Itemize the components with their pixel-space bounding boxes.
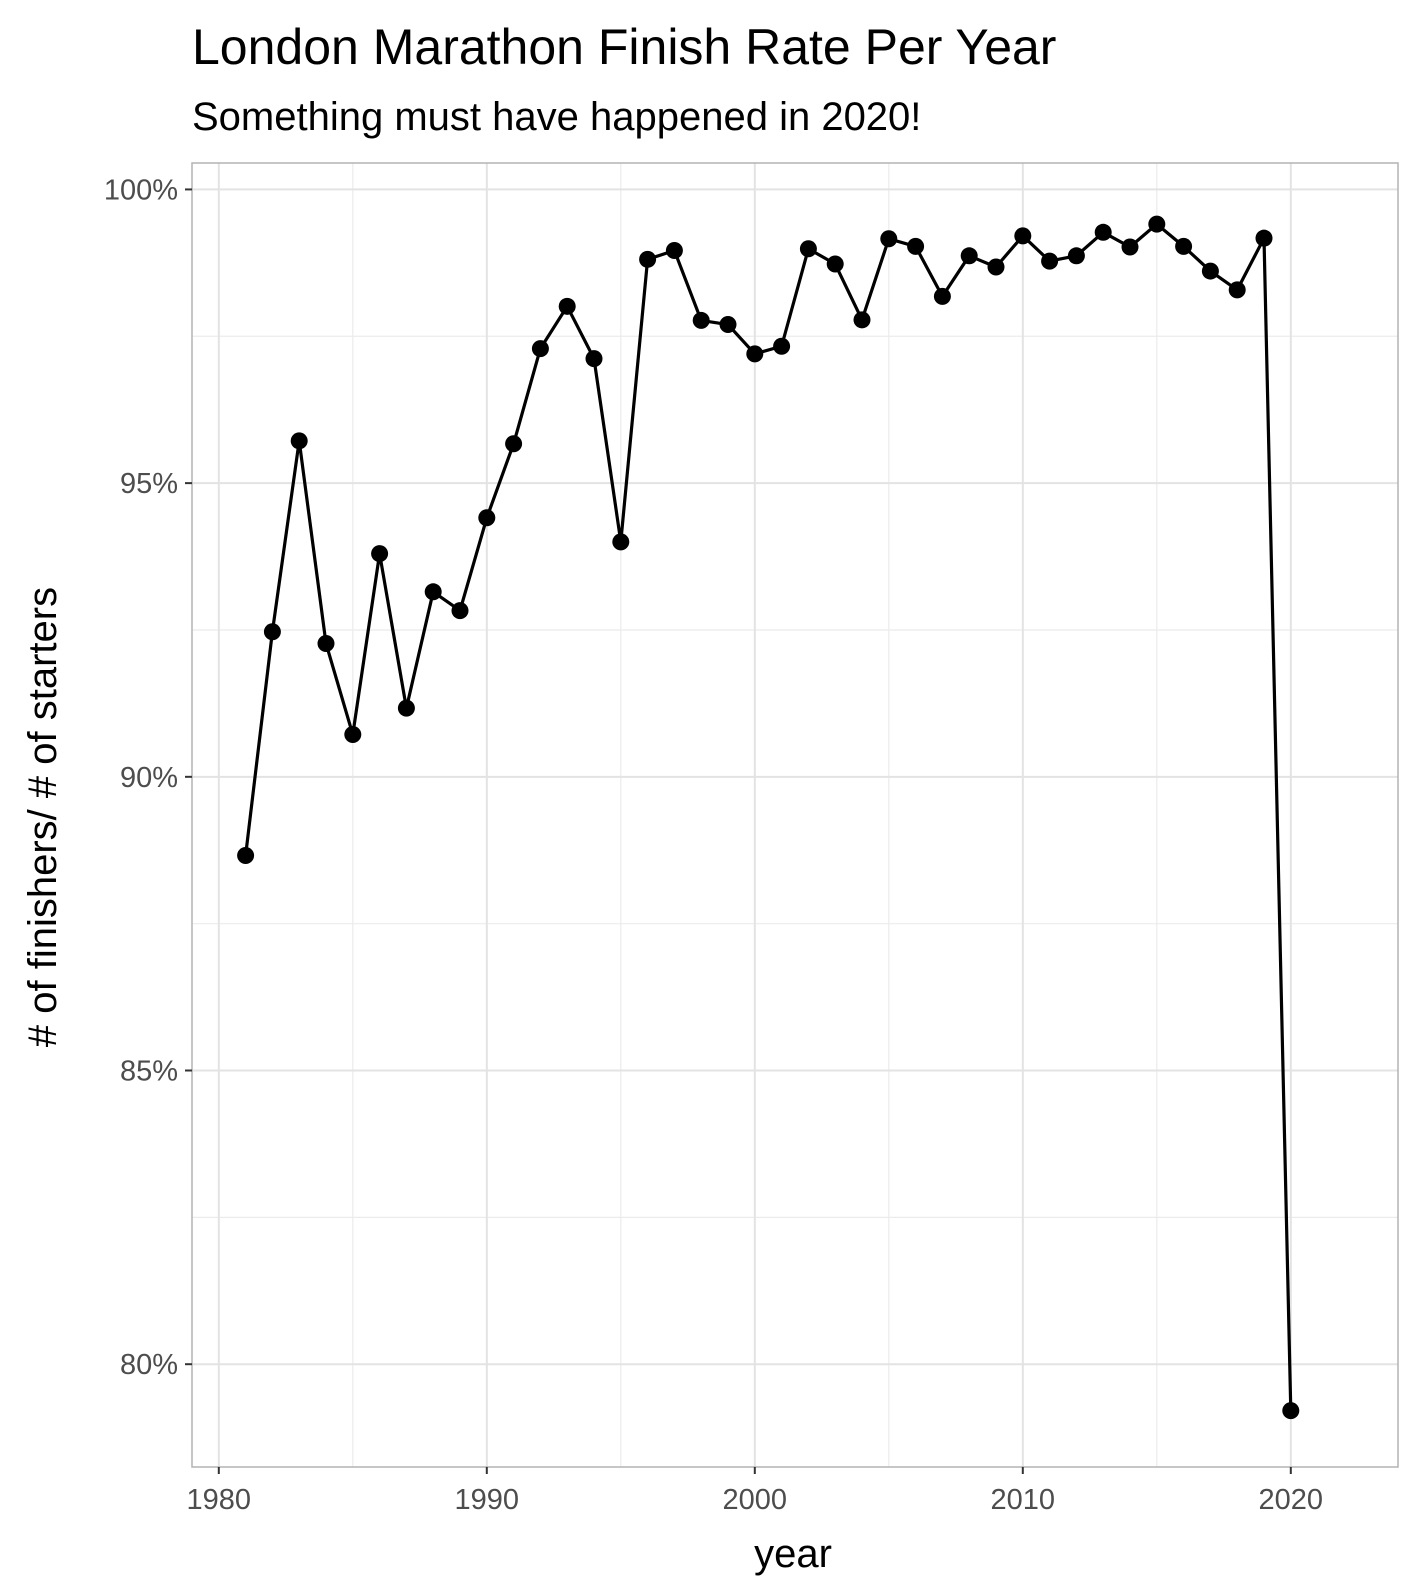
- data-point: [773, 337, 791, 355]
- y-tick-label: 80%: [120, 1349, 178, 1381]
- data-point: [451, 602, 469, 620]
- major-gridlines: [192, 163, 1398, 1467]
- data-point: [639, 250, 657, 268]
- data-point: [344, 726, 362, 744]
- data-point: [987, 258, 1005, 276]
- data-point: [799, 240, 817, 258]
- y-tick-label: 95%: [120, 468, 178, 500]
- data-point: [1228, 281, 1246, 299]
- data-point: [371, 545, 389, 563]
- x-axis-ticks: 1980 1990 2000 2010 2020: [187, 1467, 1324, 1516]
- data-point: [826, 255, 844, 273]
- data-point: [263, 623, 281, 641]
- x-tick-label: 1990: [455, 1484, 520, 1516]
- data-point: [1067, 247, 1085, 265]
- data-point: [505, 435, 523, 453]
- data-point: [531, 340, 549, 358]
- data-point: [1148, 215, 1166, 233]
- x-axis-title: year: [754, 1532, 832, 1576]
- data-point: [933, 287, 951, 305]
- data-point: [290, 432, 308, 450]
- data-point: [1282, 1402, 1300, 1420]
- x-tick-label: 2020: [1259, 1484, 1324, 1516]
- data-point: [665, 242, 683, 260]
- y-tick-label: 90%: [120, 762, 178, 794]
- chart-title: London Marathon Finish Rate Per Year: [192, 19, 1056, 75]
- data-point: [1255, 229, 1273, 247]
- data-point: [558, 297, 576, 315]
- data-point: [1041, 252, 1059, 270]
- data-point: [1121, 238, 1139, 256]
- y-tick-label: 100%: [104, 174, 178, 206]
- series-line: [244, 222, 1293, 1411]
- y-tick-label: 85%: [120, 1056, 178, 1088]
- x-tick-label: 2010: [991, 1484, 1056, 1516]
- data-point: [424, 583, 442, 601]
- data-point: [237, 847, 255, 865]
- x-tick-label: 2000: [723, 1484, 788, 1516]
- data-point: [1175, 237, 1193, 255]
- chart-subtitle: Something must have happened in 2020!: [192, 95, 921, 139]
- plot-panel-border: [191, 162, 1399, 1468]
- data-point: [397, 699, 415, 717]
- data-series: [237, 215, 1300, 1420]
- data-point: [478, 509, 496, 527]
- y-axis-ticks: 80% 85% 90% 95% 100%: [104, 174, 192, 1381]
- data-point: [612, 533, 630, 551]
- data-point: [960, 247, 978, 265]
- data-point: [746, 345, 764, 363]
- data-point: [1201, 262, 1219, 280]
- x-tick-label: 1980: [187, 1484, 252, 1516]
- data-point: [317, 634, 335, 652]
- data-point: [853, 311, 871, 329]
- data-point: [585, 350, 603, 368]
- y-axis-title: # of finishers/ # of starters: [21, 587, 65, 1047]
- data-point: [1094, 223, 1112, 241]
- data-point: [719, 316, 737, 334]
- data-point: [907, 237, 925, 255]
- data-point: [692, 311, 710, 329]
- data-point: [1014, 227, 1032, 245]
- data-point: [880, 230, 898, 248]
